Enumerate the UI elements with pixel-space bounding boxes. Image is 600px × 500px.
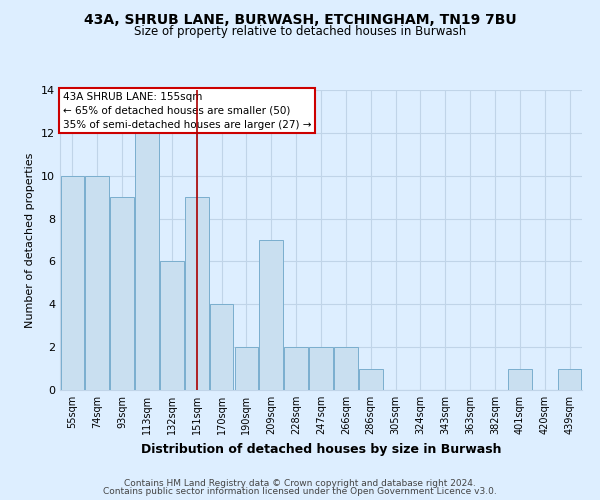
Bar bbox=[85, 176, 109, 390]
Bar bbox=[185, 197, 209, 390]
Bar bbox=[135, 133, 159, 390]
Text: Contains public sector information licensed under the Open Government Licence v3: Contains public sector information licen… bbox=[103, 487, 497, 496]
Y-axis label: Number of detached properties: Number of detached properties bbox=[25, 152, 35, 328]
Text: Contains HM Land Registry data © Crown copyright and database right 2024.: Contains HM Land Registry data © Crown c… bbox=[124, 478, 476, 488]
Text: Size of property relative to detached houses in Burwash: Size of property relative to detached ho… bbox=[134, 25, 466, 38]
Bar bbox=[359, 368, 383, 390]
Bar bbox=[334, 347, 358, 390]
Bar bbox=[309, 347, 333, 390]
X-axis label: Distribution of detached houses by size in Burwash: Distribution of detached houses by size … bbox=[141, 442, 501, 456]
Bar bbox=[284, 347, 308, 390]
Bar bbox=[508, 368, 532, 390]
Bar bbox=[110, 197, 134, 390]
Bar bbox=[259, 240, 283, 390]
Bar bbox=[160, 262, 184, 390]
Text: 43A, SHRUB LANE, BURWASH, ETCHINGHAM, TN19 7BU: 43A, SHRUB LANE, BURWASH, ETCHINGHAM, TN… bbox=[83, 12, 517, 26]
Text: 43A SHRUB LANE: 155sqm
← 65% of detached houses are smaller (50)
35% of semi-det: 43A SHRUB LANE: 155sqm ← 65% of detached… bbox=[62, 92, 311, 130]
Bar bbox=[61, 176, 84, 390]
Bar bbox=[558, 368, 581, 390]
Bar bbox=[210, 304, 233, 390]
Bar bbox=[235, 347, 258, 390]
